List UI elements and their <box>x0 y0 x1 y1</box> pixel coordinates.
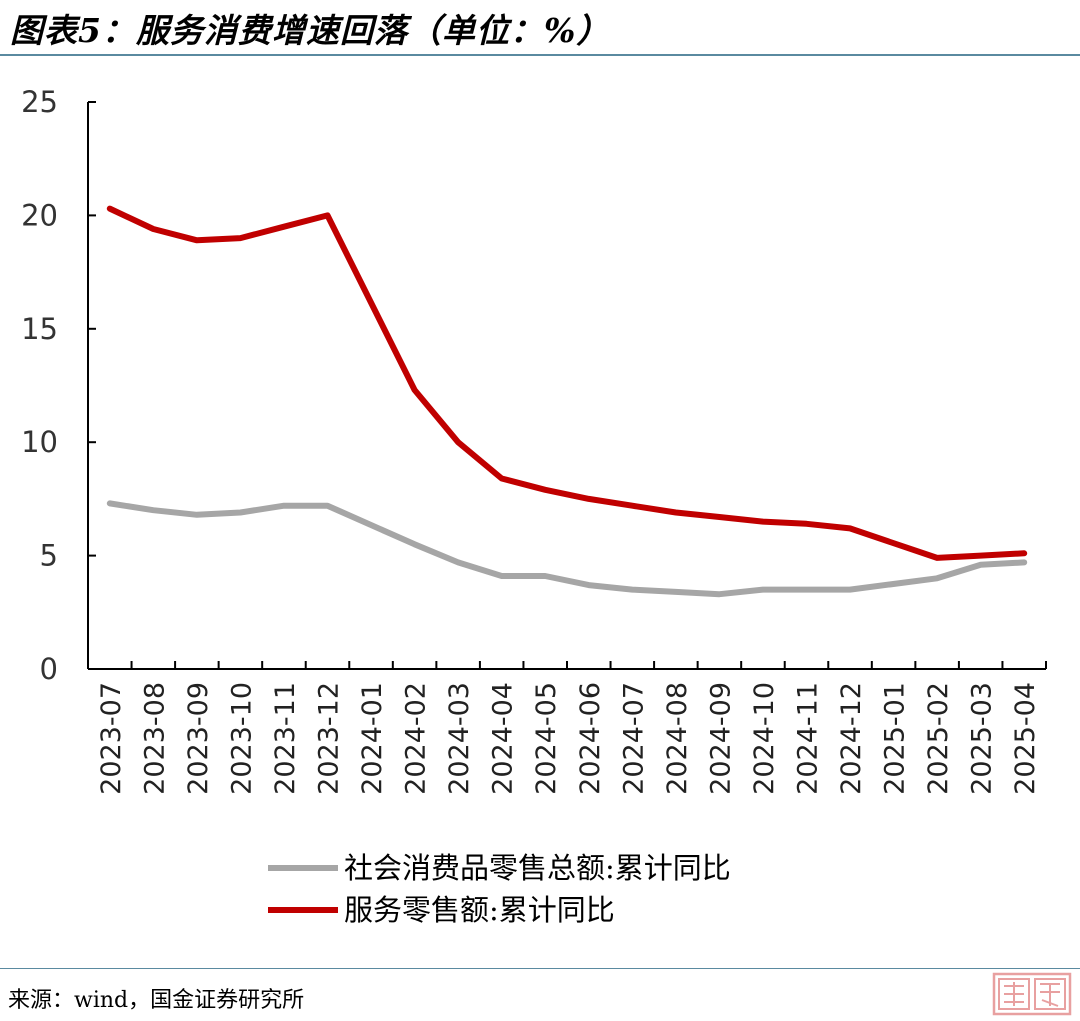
series-line-1 <box>106 500 1028 598</box>
y-tick-label: 20 <box>21 198 58 232</box>
y-tick-label: 10 <box>21 425 58 459</box>
bottom-divider <box>0 968 1080 969</box>
x-tick-label: 2024-11 <box>793 682 824 795</box>
y-tick-label: 5 <box>40 539 58 573</box>
series-line-2 <box>106 205 1028 561</box>
x-tick-label: 2024-07 <box>618 682 649 795</box>
x-tick-label: 2024-03 <box>444 682 475 795</box>
x-tick-label: 2024-05 <box>531 682 562 795</box>
seal-watermark <box>992 972 1072 1016</box>
y-tick-label: 15 <box>21 312 58 346</box>
y-tick-label: 25 <box>21 85 58 119</box>
x-tick-label: 2025-03 <box>967 682 998 795</box>
x-tick-label: 2023-09 <box>183 682 214 795</box>
legend-label-2: 服务零售额:累计同比 <box>344 893 615 927</box>
x-tick-label: 2024-09 <box>705 682 736 795</box>
x-tick-label: 2024-06 <box>575 682 606 795</box>
chart-title: 图表5：服务消费增速回落（单位：%） <box>10 11 611 50</box>
x-tick-label: 2024-08 <box>662 682 693 795</box>
x-tick-label: 2025-01 <box>880 682 911 795</box>
line-chart: 0 5 10 15 20 25 2023-07 2023-08 2023-09 2023-10 2… <box>21 85 1047 927</box>
top-divider <box>0 54 1080 56</box>
x-tick-label: 2023-07 <box>96 682 127 795</box>
legend-label-1: 社会消费品零售总额:累计同比 <box>344 851 731 885</box>
x-tick-label: 2024-04 <box>488 682 519 795</box>
x-tick-label: 2024-12 <box>836 682 867 795</box>
x-tick-label: 2025-02 <box>923 682 954 795</box>
y-tick-label: 0 <box>40 652 58 686</box>
x-tick-label: 2023-08 <box>139 682 170 795</box>
x-tick-label: 2024-02 <box>401 682 432 795</box>
x-tick-label: 2024-01 <box>357 682 388 795</box>
x-tick-label: 2023-12 <box>314 682 345 795</box>
x-tick-label: 2023-11 <box>270 682 301 795</box>
x-tick-label: 2024-10 <box>749 682 780 795</box>
x-tick-label: 2023-10 <box>226 682 257 795</box>
source-note: 来源：wind，国金证券研究所 <box>8 988 305 1013</box>
x-tick-label: 2025-04 <box>1010 682 1041 795</box>
